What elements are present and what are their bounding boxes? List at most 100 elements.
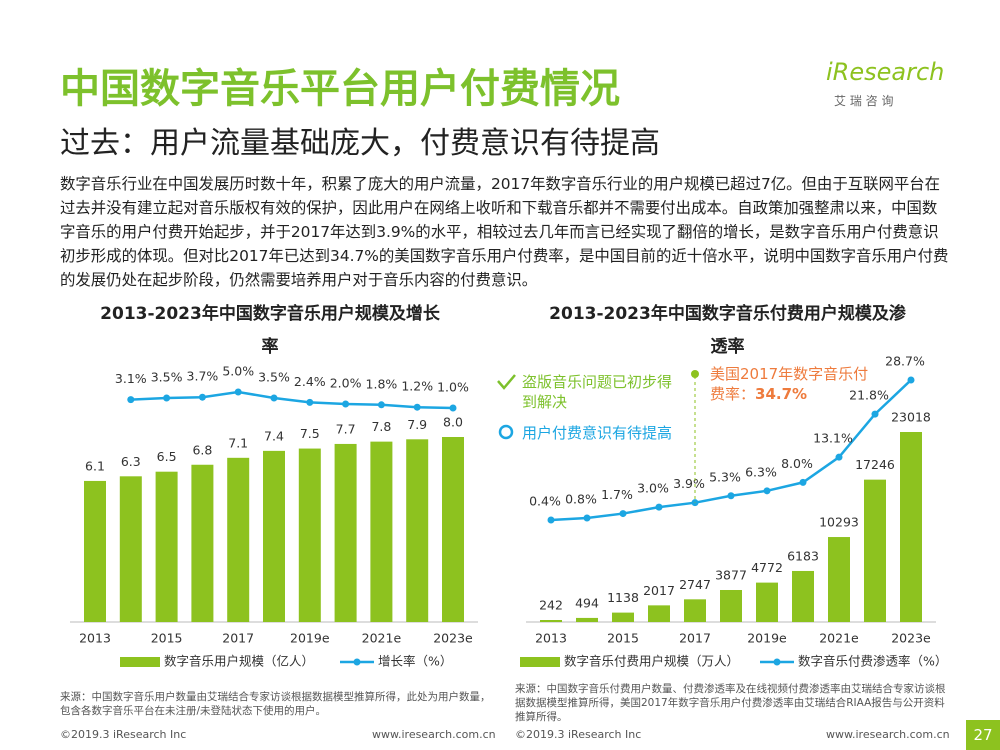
bar [864,479,886,622]
slide-title: 中国数字音乐平台用户付费情况 [60,66,620,112]
copyright: ©2019.3 iResearch Inc [515,728,642,741]
x-tick-label: 2023e [433,631,473,646]
bar [370,441,393,622]
bar [191,464,214,622]
circle-icon [498,424,514,440]
bar [648,605,670,622]
line-point [799,478,807,486]
line-point [763,487,771,495]
x-tick-label: 2021e [362,631,402,646]
line-value-label: 28.7% [885,354,925,369]
annotation-highlight: 34.7% [755,385,808,403]
url: www.iresearch.com.cn [826,728,950,741]
line-value-label: 8.0% [781,456,813,471]
bar-value-label: 8.0 [443,415,463,430]
bar [334,443,357,622]
legend-swatch [353,658,361,666]
line-point [306,398,314,406]
line-value-label: 3.5% [258,370,290,385]
x-tick-label: 2015 [607,631,639,646]
line-point [871,410,879,418]
annotation-text: 美国2017年数字音乐付费率： [710,365,869,403]
legend-label: 数字音乐付费渗透率（%） [798,654,947,669]
line-value-label: 5.0% [222,364,254,379]
line-value-label: 21.8% [849,388,889,403]
source-note: 来源：中国数字音乐付费用户数量、付费渗透率及在线视频付费渗透率由艾瑞结合专家访谈… [515,683,946,723]
bar [612,612,634,622]
line-value-label: 6.3% [745,464,777,479]
line-value-label: 13.1% [813,431,853,446]
bar [828,537,850,622]
line-point [547,516,555,524]
line-value-label: 3.7% [187,369,219,384]
line-point [342,400,350,408]
x-tick-label: 2023e [891,631,931,646]
line-point [198,393,206,401]
line-value-label: 1.2% [401,379,433,394]
line-value-label: 2.4% [294,374,326,389]
bar-value-label: 23018 [891,410,931,425]
bar [792,570,814,622]
bar-value-label: 3877 [715,567,747,582]
bar [900,432,922,622]
bar-value-label: 2747 [679,577,711,592]
bar-value-label: 7.4 [264,428,284,443]
line-point [163,394,171,402]
bar [540,620,562,622]
bar-value-label: 7.8 [371,419,391,434]
line-point [449,404,457,412]
line-point [127,396,135,404]
legend-swatch [520,657,560,667]
line-point [619,510,627,518]
legend-label: 数字音乐用户规模（亿人） [164,654,314,669]
line-value-label: 5.3% [709,469,741,484]
line-value-label: 3.9% [673,476,705,491]
line-value-label: 2.0% [330,376,362,391]
annotation-dot [691,370,699,378]
chart-title: 2013-2023年中国数字音乐付费用户规模及渗透率 [549,304,906,357]
bar [298,448,321,622]
x-tick-label: 2019e [290,631,330,646]
annotation: 美国2017年数字音乐付费率：34.7% [710,364,870,404]
line [130,390,454,410]
line-value-label: 0.4% [529,494,561,509]
page-number: 27 [966,720,1000,750]
x-tick-label: 2017 [679,631,711,646]
bar [263,450,285,622]
legend-swatch [773,658,781,666]
x-tick-label: 2013 [535,631,567,646]
logo-subtitle: 艾 瑞 咨 询 [834,94,894,108]
line-point [655,503,663,511]
x-tick-label: 2017 [222,631,254,646]
legend-swatch [120,657,160,667]
bar [576,617,598,622]
bar-value-label: 6183 [787,548,819,563]
bar-value-label: 6.1 [85,458,105,473]
bar [720,589,742,622]
bar [756,582,778,622]
subtitle: 过去：用户流量基础庞大，付费意识有待提高 [60,126,660,161]
bar [119,476,142,622]
line-value-label: 0.8% [565,492,597,507]
annotation: 盗版音乐问题已初步得到解决 [522,373,673,411]
check-icon [497,374,516,390]
bar-value-label: 7.1 [228,435,248,450]
bar-value-label: 6.8 [192,442,212,457]
bar [406,439,429,622]
legend-label: 数字音乐付费用户规模（万人） [564,654,739,669]
line-point [907,376,915,384]
bar-value-label: 1138 [607,590,639,605]
chart-title: 2013-2023年中国数字音乐用户规模及增长率 [100,304,440,357]
logo: iResearch [826,58,945,86]
bar-value-label: 17246 [855,457,895,472]
line-value-label: 1.8% [366,376,398,391]
bar [155,471,178,622]
body-text: 数字音乐行业在中国发展历时数十年，积累了庞大的用户流量，2017年数字音乐行业的… [60,175,949,289]
bar-value-label: 6.5 [157,449,177,464]
annotation: 用户付费意识有待提高 [522,424,673,442]
line-point [270,394,278,402]
copyright: ©2019.3 iResearch Inc [60,728,187,741]
bar-value-label: 7.5 [300,426,320,441]
